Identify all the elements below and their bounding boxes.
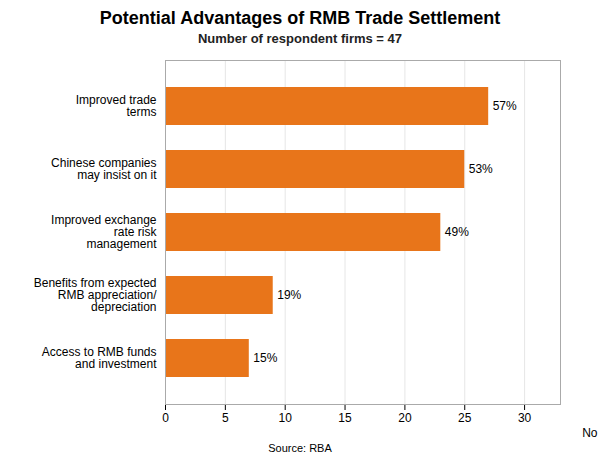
svg-text:15: 15 [338, 411, 352, 425]
svg-text:53%: 53% [469, 162, 493, 176]
svg-text:5: 5 [222, 411, 229, 425]
svg-text:19%: 19% [277, 288, 301, 302]
svg-text:Benefits from expectedRMB appr: Benefits from expectedRMB appreciation/d… [34, 276, 157, 314]
svg-text:Improved tradeterms: Improved tradeterms [76, 93, 157, 119]
svg-text:15%: 15% [253, 351, 277, 365]
svg-text:10: 10 [279, 411, 293, 425]
svg-text:25: 25 [458, 411, 472, 425]
svg-text:Access to RMB fundsand investm: Access to RMB fundsand investment [42, 345, 157, 371]
html-text:Source: RBA: Source: RBA [268, 442, 332, 454]
svg-text:0: 0 [162, 411, 169, 425]
svg-text:30: 30 [518, 411, 532, 425]
html-text:Potential Advantages of RMB Tr: Potential Advantages of RMB Trade Settle… [99, 8, 501, 28]
svg-text:20: 20 [398, 411, 412, 425]
svg-text:49%: 49% [445, 225, 469, 239]
svg-text:Chinese companiesmay insist on: Chinese companiesmay insist on it [51, 156, 157, 182]
svg-text:57%: 57% [493, 99, 517, 113]
html-text:Number of respondent firms = 4: Number of respondent firms = 47 [198, 31, 402, 46]
svg-text:Improved exchangerate riskmana: Improved exchangerate riskmanagement [51, 213, 157, 251]
svg-text:No: No [582, 426, 598, 440]
